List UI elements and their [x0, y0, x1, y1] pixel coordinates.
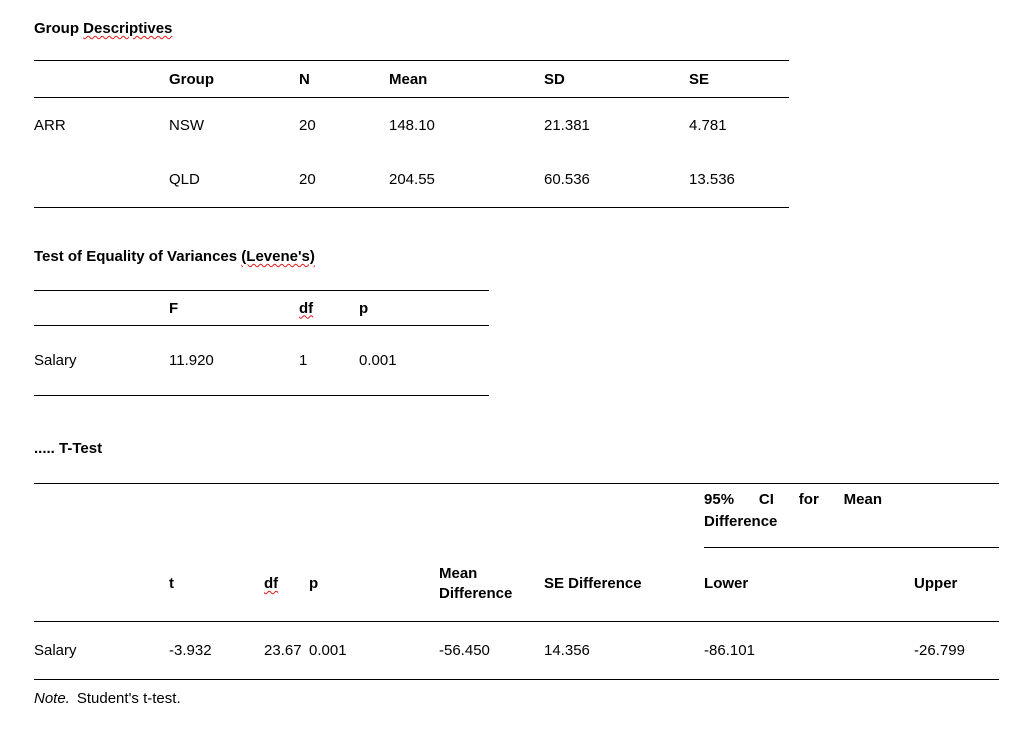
- cell-mean: 204.55: [389, 171, 435, 189]
- descriptives-header-row: Group N Mean SD SE: [34, 60, 789, 98]
- col-header-f: F: [169, 299, 179, 317]
- note-label: Note.: [34, 690, 70, 707]
- col-header-p: p: [359, 299, 369, 317]
- cell-mean: 148.10: [389, 116, 435, 134]
- levene-title: Test of Equality of Variances (Levene's): [34, 248, 1034, 266]
- col-header-df: df: [299, 291, 359, 326]
- df-misspelled-label: df: [264, 575, 279, 593]
- col-header-rowlabel: [34, 291, 169, 326]
- cell-n: 20: [299, 171, 316, 189]
- cell-sd: 21.381: [544, 116, 590, 134]
- group-descriptives-table: Group N Mean SD SE ARR NSW 20 148.10 21.…: [34, 60, 789, 208]
- col-header-mean: Mean: [389, 70, 428, 88]
- col-header-p: p: [309, 575, 319, 593]
- ci-spacer-cell: [34, 484, 704, 548]
- ttest-header-row: t df p Mean Difference SE Difference Low…: [34, 548, 1000, 622]
- section-group-descriptives: Group Descriptives Group N Mean SD SE AR…: [34, 20, 1034, 208]
- levene-title-prefix: Test of Equality of Variances: [34, 248, 242, 265]
- t-test-table: 95% CI for Mean Difference t df p Mean D…: [34, 483, 1000, 680]
- table-row: QLD 20 204.55 60.536 13.536: [34, 153, 789, 208]
- table-note: Note. Student's t-test.: [34, 689, 1034, 709]
- col-header-df: df: [264, 548, 309, 622]
- descriptives-title-prefix: Group: [34, 20, 84, 37]
- cell-n: 20: [299, 116, 316, 134]
- cell-se: 13.536: [689, 171, 735, 189]
- col-header-n: N: [299, 70, 310, 88]
- row-label: Salary: [34, 352, 77, 369]
- row-label: Salary: [34, 642, 77, 659]
- col-header-se: SE: [689, 70, 710, 88]
- section-levene-test: Test of Equality of Variances (Levene's)…: [34, 248, 1034, 396]
- descriptives-title-misspelled-word: Descriptives: [83, 20, 173, 37]
- cell-group: QLD: [169, 171, 200, 189]
- col-header-t: t: [169, 575, 174, 593]
- row-label: ARR: [34, 116, 66, 134]
- col-header-mean-difference: Mean Difference: [439, 565, 513, 603]
- col-header-rowlabel: [34, 61, 169, 98]
- levene-header-row: F df p: [34, 290, 489, 326]
- ci-group-header-row: 95% CI for Mean Difference: [34, 483, 1000, 548]
- levene-table: F df p Salary 11.920 1 0.001: [34, 290, 489, 396]
- col-header-se-difference: SE Difference: [544, 575, 642, 593]
- section-t-test: ..... T-Test 95% CI for Mean Difference …: [34, 440, 1034, 709]
- cell-sd: 60.536: [544, 171, 590, 189]
- cell-f: 11.920: [169, 352, 214, 369]
- row-label: [34, 153, 169, 208]
- cell-t: -3.932: [169, 642, 212, 659]
- df-misspelled-label: df: [299, 299, 314, 317]
- col-header-upper: Upper: [914, 575, 958, 593]
- col-header-sd: SD: [544, 70, 565, 88]
- cell-df: 1: [299, 352, 308, 369]
- cell-se-difference: 14.356: [544, 642, 590, 659]
- cell-df: 23.67: [264, 642, 302, 659]
- col-header-rowlabel: [34, 548, 169, 622]
- col-header-lower: Lower: [704, 575, 749, 593]
- table-row: ARR NSW 20 148.10 21.381 4.781: [34, 98, 789, 153]
- descriptives-title: Group Descriptives: [34, 20, 1034, 38]
- levene-title-misspelled-word: (Levene's): [241, 248, 315, 265]
- table-row: Salary 11.920 1 0.001: [34, 326, 489, 396]
- table-row: Salary -3.932 23.67 0.001 -56.450 14.356…: [34, 622, 1000, 680]
- cell-group: NSW: [169, 116, 204, 134]
- cell-lower: -86.101: [704, 642, 755, 659]
- cell-p: 0.001: [309, 642, 347, 659]
- cell-mean-difference: -56.450: [439, 642, 490, 659]
- cell-p: 0.001: [359, 352, 397, 369]
- ci-group-header-label: 95% CI for Mean Difference: [704, 491, 883, 530]
- col-header-group: Group: [169, 70, 214, 88]
- ci-group-header-cell: 95% CI for Mean Difference: [704, 483, 1000, 548]
- note-text: Student's t-test.: [76, 690, 181, 707]
- ttest-title: ..... T-Test: [34, 440, 103, 457]
- cell-upper: -26.799: [914, 642, 965, 659]
- cell-se: 4.781: [689, 116, 727, 134]
- document-page: Group Descriptives Group N Mean SD SE AR…: [34, 20, 1034, 709]
